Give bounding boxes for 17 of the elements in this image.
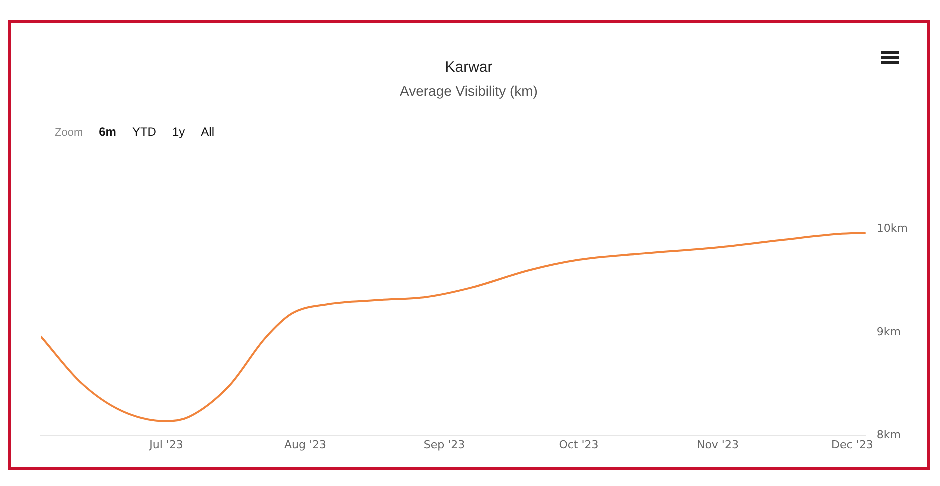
y-tick-label: 8km — [876, 428, 902, 442]
x-tick-label: Sep '23 — [424, 438, 466, 452]
y-tick-label: 10km — [876, 222, 908, 235]
x-tick-label: Jul '23 — [148, 438, 184, 452]
x-tick-label: Dec '23 — [832, 438, 874, 452]
x-tick-label: Aug '23 — [284, 438, 327, 452]
chart-title: Karwar — [444, 59, 494, 76]
y-tick-label: 9km — [876, 325, 902, 338]
chart-subtitle: Average Visibility (km) — [399, 83, 539, 99]
line-series — [41, 232, 866, 422]
text: Zoom — [55, 127, 84, 139]
text: All — [201, 125, 214, 139]
text: 1y — [172, 125, 186, 139]
text: 6m — [99, 125, 116, 139]
x-tick-label: Oct '23 — [559, 438, 599, 452]
x-tick-label: Nov '23 — [696, 438, 739, 452]
text: YTD — [132, 125, 156, 139]
